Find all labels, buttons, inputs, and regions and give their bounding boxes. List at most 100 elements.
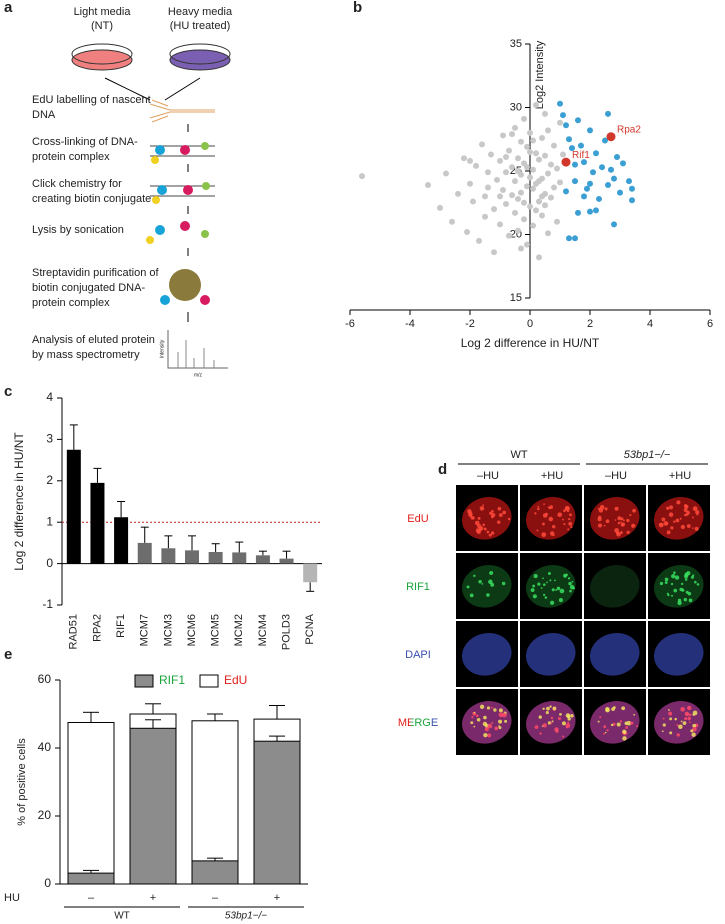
speckle — [551, 588, 555, 592]
speckle — [630, 721, 634, 725]
point — [626, 178, 632, 185]
point — [509, 131, 515, 138]
speckle — [679, 517, 682, 520]
point — [575, 209, 581, 216]
panel-label: a — [4, 0, 13, 16]
x-tick-label: RIF1 — [115, 614, 127, 638]
column-label: +HU — [669, 470, 691, 482]
legend-swatch — [199, 674, 219, 688]
speckle — [692, 713, 695, 716]
media-label: Heavy media — [168, 6, 233, 18]
y-tick-label: 30 — [510, 101, 522, 113]
speckle — [692, 527, 694, 529]
legend-label: EdU — [224, 673, 247, 687]
column-label: –HU — [605, 470, 627, 482]
speckle — [668, 711, 673, 716]
speckle — [530, 588, 535, 593]
speckle — [661, 730, 664, 733]
speckle — [470, 721, 474, 725]
speckle — [620, 517, 624, 521]
y-axis-label: % of positive cells — [16, 738, 28, 826]
point — [542, 202, 548, 209]
speckle — [562, 518, 564, 521]
speckle — [684, 572, 689, 577]
point — [515, 227, 521, 234]
point — [527, 129, 533, 136]
panel-label: d — [438, 461, 447, 478]
speckle — [556, 586, 561, 591]
speckle — [612, 706, 616, 709]
speckle — [604, 731, 607, 734]
speckle — [544, 596, 548, 599]
speckle — [694, 526, 699, 531]
group-label: WT — [114, 911, 130, 922]
panel-label: b — [353, 0, 362, 16]
dish-rim — [71, 43, 133, 65]
y-tick-label: 2 — [46, 473, 53, 487]
y-tick-label: 60 — [38, 672, 52, 686]
row-label: DAPI — [405, 649, 431, 661]
speckle — [666, 506, 670, 510]
speckle — [688, 598, 693, 603]
row-label: EdU — [407, 513, 428, 525]
point — [587, 127, 593, 134]
speckle — [692, 723, 697, 728]
speckle — [564, 506, 570, 511]
speckle — [684, 504, 689, 509]
point — [533, 101, 539, 108]
bar — [303, 563, 318, 583]
speckle — [501, 581, 506, 586]
point — [464, 228, 470, 235]
point — [485, 184, 491, 191]
speckle — [561, 721, 566, 726]
point — [536, 178, 542, 185]
x-tick-label: 2 — [587, 318, 593, 330]
point — [530, 222, 536, 229]
point — [560, 151, 566, 158]
y-tick-label: 1 — [46, 514, 53, 528]
point — [509, 192, 515, 199]
point — [518, 245, 524, 252]
point — [521, 115, 527, 122]
point — [557, 100, 563, 107]
speckle — [617, 516, 622, 521]
bar — [129, 727, 177, 885]
category-row-label: HU — [4, 892, 20, 904]
point — [566, 235, 572, 242]
speckle — [550, 722, 553, 725]
group-label: WT — [510, 449, 527, 461]
speckle — [692, 506, 698, 512]
point — [569, 145, 575, 152]
speckle — [619, 720, 623, 723]
bar — [191, 860, 239, 885]
speckle — [504, 719, 508, 723]
speckle — [674, 717, 677, 721]
speckle — [691, 575, 694, 579]
legend-label: RIF1 — [159, 673, 185, 687]
speckle — [629, 513, 632, 517]
speckle — [547, 571, 551, 575]
speckle — [542, 513, 548, 518]
step-text: Click chemistry for — [32, 178, 122, 190]
y-tick-label: 0 — [44, 876, 51, 890]
point — [479, 141, 485, 148]
speckle — [469, 593, 474, 598]
speckle — [599, 716, 602, 719]
speckle — [620, 531, 623, 535]
point — [620, 160, 626, 167]
speckle — [605, 519, 610, 524]
speckle — [489, 570, 494, 575]
point — [518, 189, 524, 196]
speckle — [497, 506, 502, 511]
speckle — [498, 719, 503, 724]
x-tick-label: MCM4 — [257, 614, 269, 646]
group-label: 53bp1−/− — [225, 911, 267, 922]
x-tick-label: – — [88, 892, 95, 904]
speckle — [567, 717, 571, 721]
point — [470, 198, 476, 205]
speckle — [687, 705, 692, 711]
point — [539, 193, 545, 200]
speckle — [684, 578, 688, 581]
legend-swatch — [134, 674, 154, 688]
